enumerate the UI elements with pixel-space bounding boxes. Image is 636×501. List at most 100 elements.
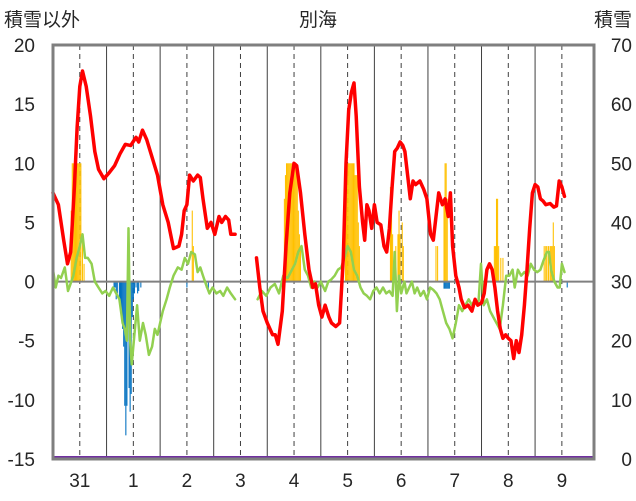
right-tick-label: 10 [611, 391, 632, 412]
precipitation-bar [135, 281, 137, 288]
precipitation-bar [543, 246, 545, 282]
precipitation-bar [353, 163, 355, 282]
precipitation-bar [126, 281, 128, 406]
precipitation-bar [351, 163, 353, 282]
precipitation-bar [358, 246, 360, 282]
precipitation-bar [552, 222, 554, 282]
right-axis-label: 積雪 [594, 9, 632, 31]
x-tick-label: 5 [342, 471, 353, 492]
precipitation-bar [446, 281, 448, 289]
series-lines [51, 69, 594, 460]
precipitation-bar [390, 210, 393, 282]
precipitation-bar [298, 234, 300, 282]
precipitation-bar [83, 263, 85, 282]
left-tick-label: 0 [24, 273, 35, 294]
precipitation-bar [294, 163, 296, 282]
precipitation-bar [398, 210, 400, 282]
precipitation-bar [116, 281, 118, 294]
precipitation-bar [551, 246, 553, 282]
precipitation-bar [77, 163, 79, 282]
precipitation-bar [73, 163, 75, 282]
left-tick-label: -10 [8, 391, 35, 412]
precipitation-bar [207, 281, 209, 292]
precipitation-bar [131, 281, 133, 318]
precipitation-bar [445, 163, 447, 282]
precipitation-bar [356, 175, 358, 282]
chart-title: 別海 [299, 9, 337, 31]
precipitation-bar [296, 175, 298, 282]
x-tick-label: 4 [289, 471, 300, 492]
right-tick-label: 50 [611, 154, 632, 175]
left-axis-label: 積雪以外 [4, 9, 80, 31]
precipitation-bar [357, 222, 359, 282]
left-tick-label: 20 [14, 36, 35, 57]
precipitation-bar [445, 281, 447, 289]
x-tick-label: 7 [449, 471, 460, 492]
precipitation-bar [192, 246, 194, 282]
precipitation-bar [124, 281, 126, 406]
precipitation-bar [283, 198, 285, 282]
x-tick-label: 9 [557, 471, 568, 492]
precipitation-bar [443, 198, 445, 282]
right-tick-label: 70 [611, 36, 632, 57]
precipitation-bar [81, 234, 83, 282]
precipitation-bar [186, 281, 188, 288]
precipitation-bar [500, 257, 502, 282]
precipitation-bar [355, 175, 357, 282]
precipitation-bar [118, 281, 120, 300]
precipitation-bar [435, 246, 437, 282]
precipitation-bar [497, 198, 499, 282]
left-tick-label: 10 [14, 154, 35, 175]
precipitation-bar [122, 281, 124, 329]
precipitation-bar [74, 163, 77, 282]
temperature-line [254, 81, 567, 361]
precipitation-bar [446, 198, 448, 282]
precipitation-bar [546, 246, 548, 282]
precipitation-bar [289, 163, 291, 282]
precipitation-bar [138, 281, 140, 292]
precipitation-bar [498, 246, 500, 282]
precipitation-bar [292, 163, 294, 282]
precipitation-bar [191, 210, 193, 282]
x-tick-label: 31 [69, 471, 90, 492]
left-tick-label: -5 [18, 332, 35, 353]
precipitation-bar [347, 163, 349, 282]
precipitation-bar [132, 281, 134, 300]
precipitation-bar [293, 163, 295, 282]
precipitation-bar [447, 281, 449, 289]
precipitation-bar [140, 281, 142, 288]
precipitation-bar [121, 281, 123, 318]
precipitation-bar [547, 246, 550, 282]
precipitation-bar [284, 175, 287, 282]
precipitation-bar [495, 198, 498, 282]
precipitation-bar [348, 163, 350, 282]
x-axis-ticks: 31 1 2 3 4 5 6 7 8 9 [69, 471, 567, 492]
precipitation-bar [123, 281, 125, 347]
wind-line [51, 227, 237, 366]
precipitation-bar [437, 246, 439, 282]
precipitation-bar [133, 281, 135, 294]
precipitation-bar [502, 257, 504, 282]
precipitation-bar [290, 163, 292, 282]
precipitation-bar [114, 281, 116, 288]
precipitation-bar [354, 175, 356, 282]
x-tick-label: 8 [503, 471, 514, 492]
precipitation-bar [402, 246, 404, 282]
right-axis-ticks: 70 60 50 40 30 20 10 0 [611, 36, 632, 471]
precipitation-bar [350, 163, 352, 282]
precipitation-bar [566, 281, 568, 288]
precipitation-bar [125, 281, 127, 436]
x-tick-label: 2 [182, 471, 193, 492]
x-tick-label: 3 [235, 471, 246, 492]
left-axis-ticks: 20 15 10 5 0 -5 -10 -15 [8, 36, 35, 471]
precipitation-bar [291, 163, 293, 282]
grid-lines [79, 45, 563, 459]
right-tick-label: 60 [611, 95, 632, 116]
precipitation-bar [397, 234, 399, 282]
precipitation-bar [76, 163, 78, 282]
precipitation-bar [119, 281, 122, 306]
precipitation-bar [401, 222, 403, 282]
left-tick-label: 15 [14, 95, 35, 116]
left-tick-label: -15 [8, 450, 35, 471]
precipitation-bar [443, 281, 445, 289]
